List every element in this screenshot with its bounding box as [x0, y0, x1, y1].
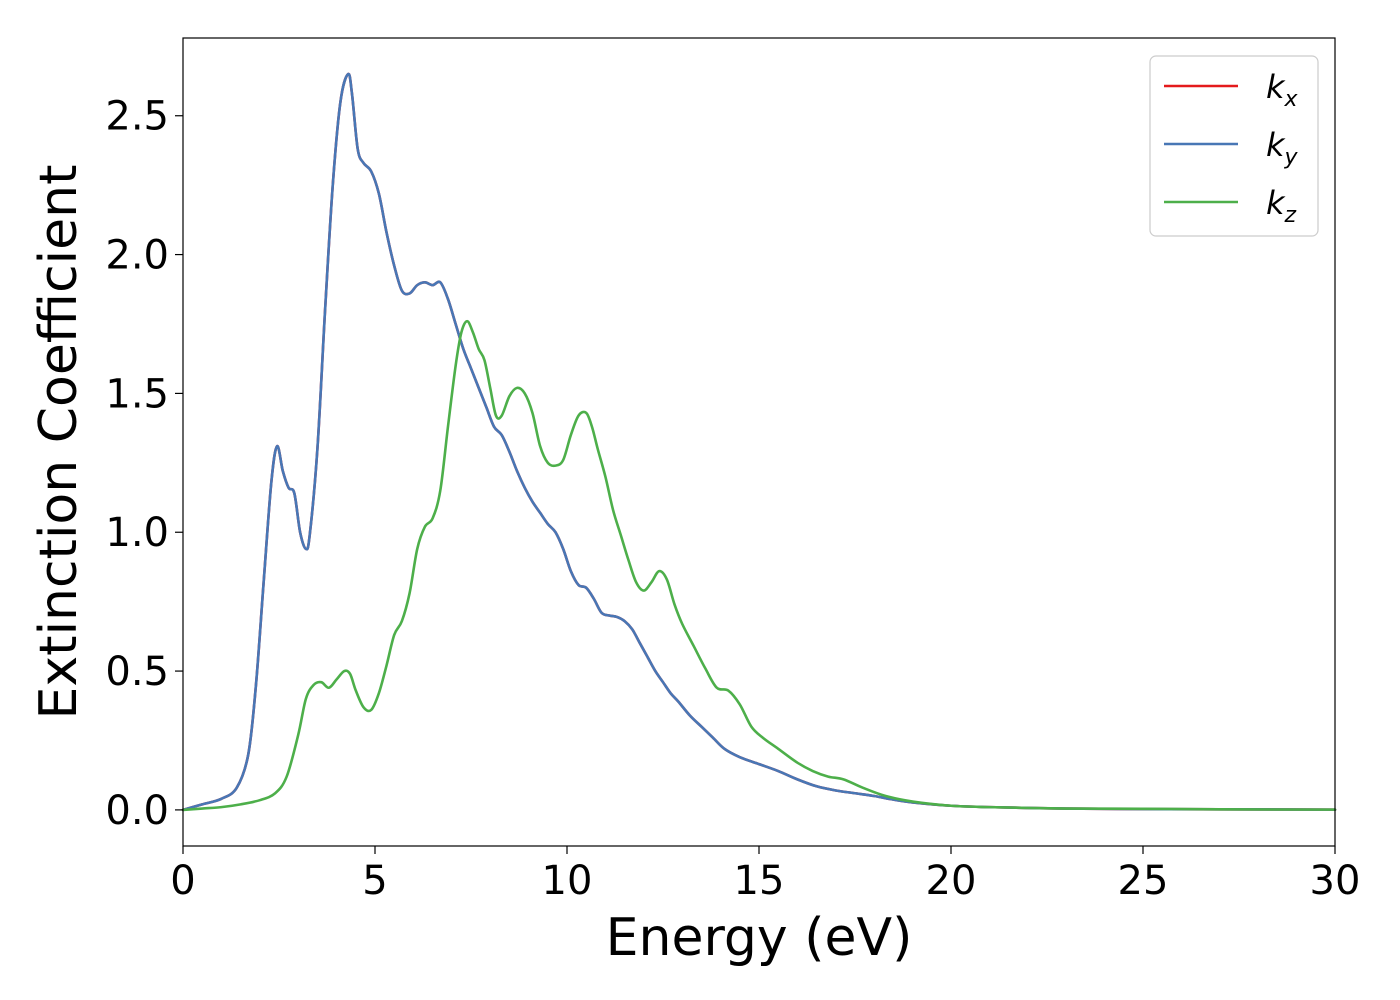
legend-label-subscript: y	[1284, 145, 1299, 170]
x-axis-ticks: 0 5 10 15 20 25 30	[170, 846, 1360, 904]
plot-lines	[181, 72, 1337, 812]
y-tick-label: 2.0	[105, 233, 169, 279]
legend-box	[1149, 55, 1319, 237]
y-tick-label: 2.5	[105, 94, 169, 140]
x-tick-label: 20	[926, 858, 977, 904]
legend-label-base: k	[1266, 126, 1286, 164]
x-tick-label: 5	[362, 858, 387, 904]
y-tick-label: 0.5	[105, 649, 169, 695]
legend-label-subscript: x	[1284, 87, 1299, 112]
series-line-y	[181, 72, 1337, 812]
legend-label-z: kz	[1266, 184, 1297, 228]
legend-label-base: k	[1266, 184, 1286, 222]
y-axis-label: Extinction Coefficient	[29, 165, 89, 720]
x-tick-label: 30	[1310, 858, 1361, 904]
y-axis-ticks: 0.0 0.5 1.0 1.5 2.0 2.5	[105, 94, 183, 834]
x-axis-label: Energy (eV)	[606, 908, 913, 968]
y-tick-label: 1.0	[105, 510, 169, 556]
x-tick-label: 15	[734, 858, 785, 904]
y-tick-label: 1.5	[105, 371, 169, 417]
y-tick-label: 0.0	[105, 788, 169, 834]
legend-label-base: k	[1266, 68, 1286, 106]
legend-label-subscript: z	[1284, 203, 1297, 228]
legend-label-x: kx	[1266, 68, 1299, 112]
x-tick-label: 0	[170, 858, 195, 904]
x-tick-label: 10	[542, 858, 593, 904]
x-tick-label: 25	[1118, 858, 1169, 904]
legend-label-y: ky	[1266, 126, 1299, 170]
series-line-z	[181, 319, 1337, 812]
